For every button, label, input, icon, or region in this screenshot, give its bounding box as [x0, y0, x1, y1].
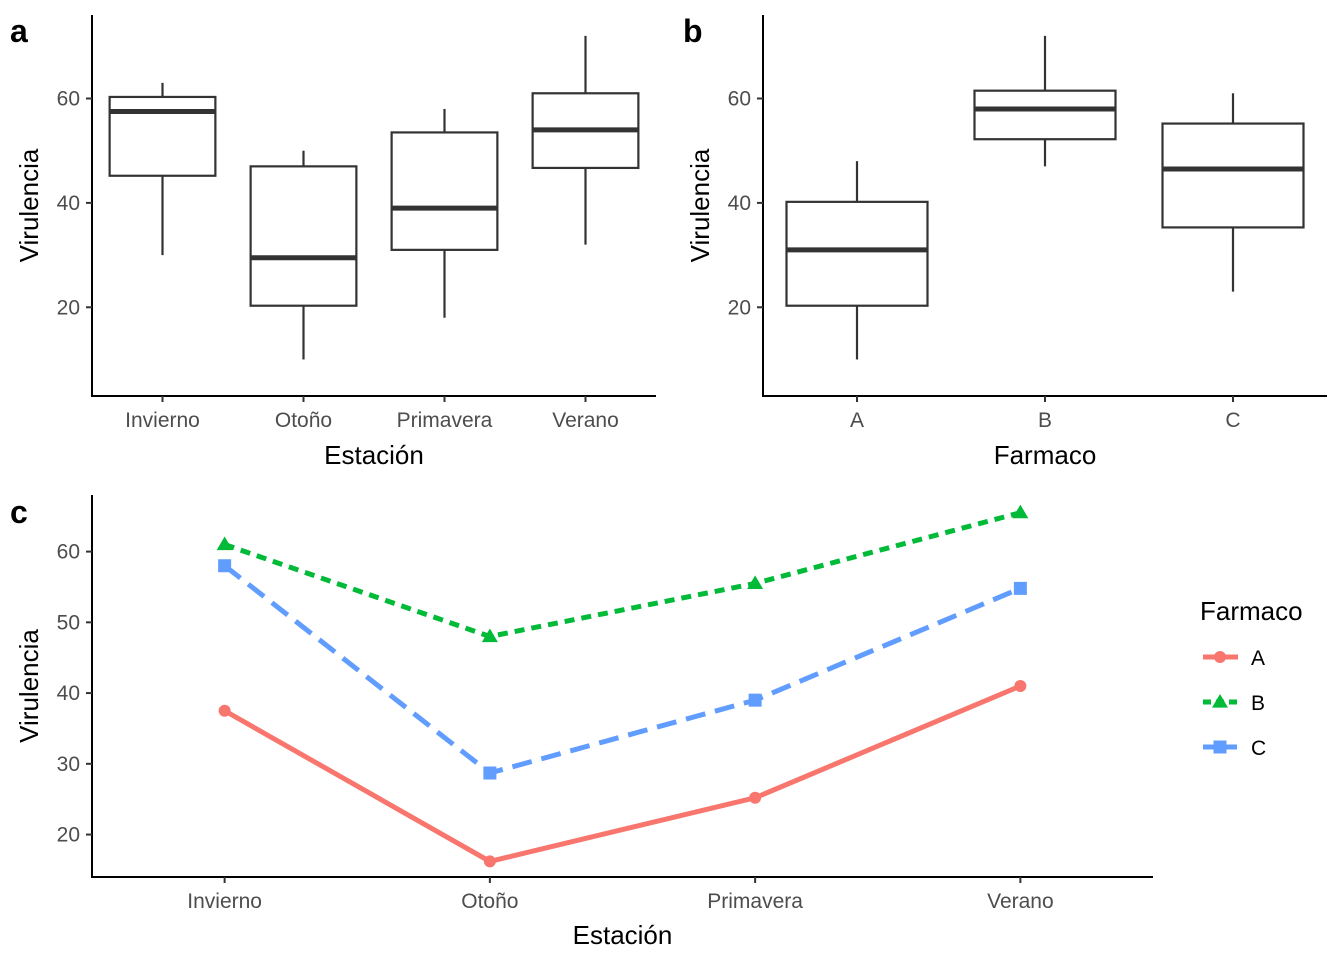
legend-item-a: A [1203, 647, 1265, 670]
y-tick-label: 20 [57, 824, 80, 847]
x-tick-label: Otoño [275, 409, 332, 432]
iqr-box [249, 165, 358, 307]
data-point [749, 791, 762, 804]
x-tick-label: B [1038, 409, 1052, 432]
series-line [223, 563, 1022, 776]
series-a [218, 680, 1027, 868]
iqr-box [108, 95, 217, 177]
legend-key-marker [1213, 740, 1227, 754]
y-axis-title: Virulencia [14, 148, 44, 262]
data-point [1012, 504, 1029, 519]
x-tick-label: Invierno [125, 409, 200, 432]
legend-key-marker [1214, 651, 1226, 663]
x-axis-title: Farmaco [994, 440, 1097, 470]
data-point [218, 559, 232, 573]
y-tick-label: 20 [57, 296, 80, 319]
panel-a-axes: 20 40 60 Invierno Otoño Primavera Verano Estaci… [14, 15, 656, 470]
legend-item-b: B [1203, 692, 1265, 715]
panel-c-marks [216, 504, 1029, 868]
panel-a-boxplot-by-season: a 20 40 60 Invierno Otoño Primavera Verano Esta… [10, 13, 656, 470]
x-tick-label: Verano [987, 890, 1054, 913]
y-tick-label: 40 [57, 682, 80, 705]
panel-a-marks [108, 35, 640, 360]
data-point [481, 628, 498, 643]
panel-b-marks [785, 35, 1305, 360]
x-tick-label: Primavera [707, 890, 803, 913]
x-tick-label: Otoño [461, 890, 518, 913]
x-tick-label: A [850, 409, 864, 432]
box-b [973, 35, 1117, 167]
box-otoño [249, 150, 358, 360]
y-tick-label: 60 [57, 541, 80, 564]
x-tick-label: Primavera [397, 409, 493, 432]
legend-label: C [1251, 737, 1266, 760]
box-a [785, 161, 929, 360]
data-point [1013, 581, 1027, 595]
series-b [216, 504, 1029, 643]
legend-item-c: C [1203, 737, 1266, 760]
legend-label: A [1251, 647, 1265, 670]
series-c [218, 559, 1027, 780]
data-point [483, 855, 496, 868]
panel-c-interaction-lines: c 20 30 40 50 60 Invierno Otoño Primavera Verano… [10, 494, 1303, 950]
box-primavera [390, 108, 499, 318]
panel-b-boxplot-by-drug: b 20 40 60 A B C Farmaco Virulencia [683, 13, 1327, 470]
data-point [747, 575, 764, 590]
y-axis-title: Virulencia [14, 629, 44, 743]
iqr-box [390, 131, 499, 251]
panel-b-axes: 20 40 60 A B C Farmaco Virulencia [685, 15, 1327, 470]
y-tick-label: 20 [728, 296, 751, 319]
x-axis-title: Estación [324, 440, 424, 470]
series-line [223, 683, 1022, 865]
data-point [1014, 680, 1027, 692]
iqr-box [1161, 122, 1305, 229]
data-point [216, 536, 233, 551]
panel-c-legend: Farmaco ABC [1200, 596, 1303, 760]
series-line [223, 510, 1022, 640]
legend-title: Farmaco [1200, 596, 1303, 626]
box-verano [531, 35, 640, 245]
panel-a-tag: a [10, 13, 28, 49]
y-tick-label: 60 [728, 88, 751, 111]
y-tick-label: 40 [57, 192, 80, 215]
legend-key-marker [1212, 694, 1228, 708]
iqr-box [785, 200, 929, 307]
y-tick-label: 60 [57, 88, 80, 111]
y-axis-title: Virulencia [685, 148, 715, 262]
y-tick-label: 50 [57, 611, 80, 634]
data-point [483, 766, 497, 780]
y-tick-label: 40 [728, 192, 751, 215]
panel-c-axes: 20 30 40 50 60 Invierno Otoño Primavera Verano Es… [14, 495, 1153, 950]
data-point [748, 693, 762, 707]
x-axis-title: Estación [573, 920, 673, 950]
box-invierno [108, 82, 217, 256]
y-tick-label: 30 [57, 753, 80, 776]
x-tick-label: Verano [552, 409, 619, 432]
box-c [1161, 93, 1305, 292]
data-point [218, 704, 231, 717]
x-tick-label: Invierno [187, 890, 262, 913]
panel-b-tag: b [683, 13, 703, 49]
iqr-box [973, 89, 1117, 141]
panel-c-tag: c [10, 494, 28, 530]
x-tick-label: C [1225, 409, 1240, 432]
legend-label: B [1251, 692, 1265, 715]
